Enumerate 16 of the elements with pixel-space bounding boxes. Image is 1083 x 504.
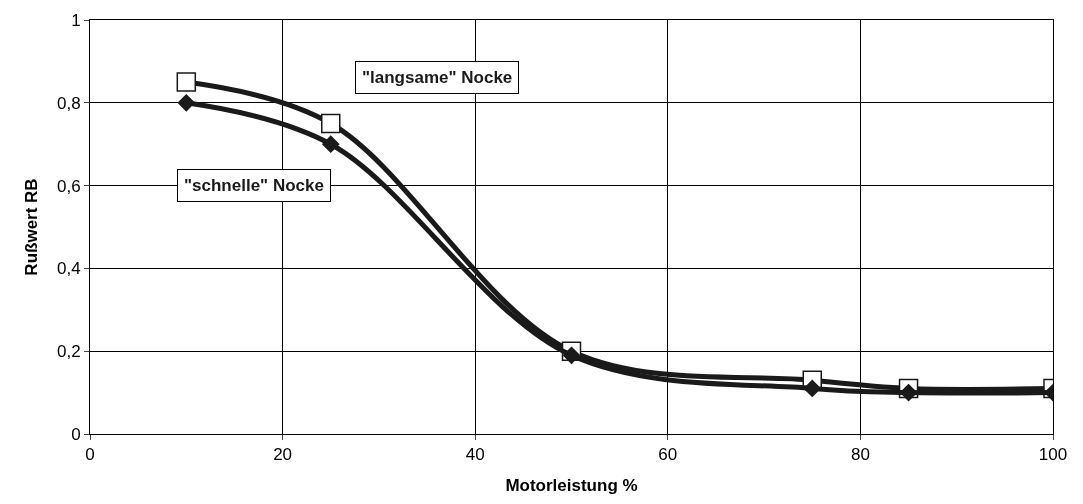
- x-tick-label: 100: [1038, 445, 1068, 465]
- y-tick-label: 0,8: [56, 93, 81, 113]
- y-tick-label: 0,2: [56, 342, 81, 362]
- y-tick-label: 0,4: [56, 259, 81, 279]
- series-label: "schnelle" Nocke: [184, 176, 324, 195]
- x-tick-label: 80: [850, 445, 870, 465]
- y-tick-label: 0,6: [56, 176, 81, 196]
- y-tick-label: 1: [71, 10, 81, 30]
- y-axis-title: Rußwert RB: [21, 178, 41, 276]
- x-tick-label: 40: [465, 445, 485, 465]
- y-tick-label: 0: [71, 424, 81, 444]
- x-tick-label: 0: [85, 445, 95, 465]
- text: "langsame" Nocke: [362, 68, 513, 87]
- x-axis-title: Motorleistung %: [505, 475, 638, 495]
- x-tick-label: 20: [273, 445, 293, 465]
- x-tick-label: 60: [658, 445, 678, 465]
